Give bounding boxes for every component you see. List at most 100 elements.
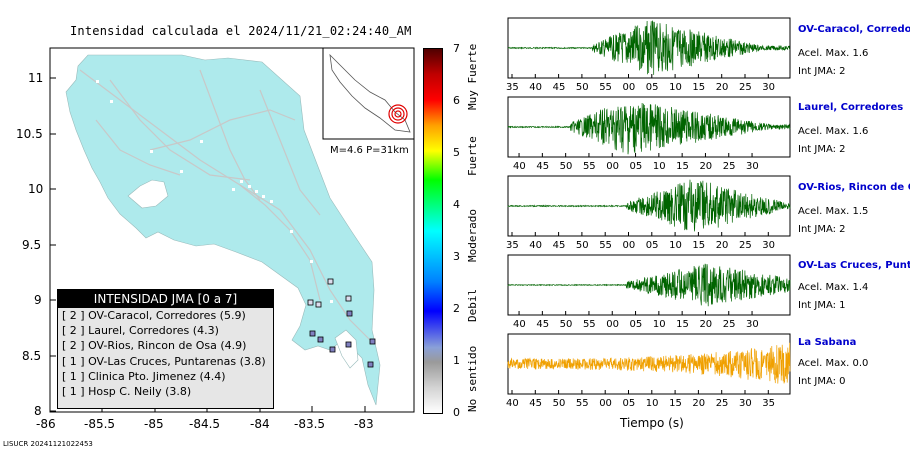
time-tick-label: 00 [623,240,636,251]
time-tick-label: 10 [646,398,659,409]
time-tick-label: 15 [669,398,682,409]
colorbar-tick: 4 [453,198,460,211]
time-tick-label: 30 [746,319,759,330]
legend-row: [ 2 ] Laurel, Corredores (4.3) [62,324,219,338]
time-tick-label: 20 [692,398,705,409]
colorbar-tick: 3 [453,250,460,263]
x-tick-label: -86 [36,417,56,431]
time-tick-label: 15 [676,319,689,330]
inset-label: M=4.6 P=31km [330,145,409,156]
colorbar-tick: 7 [453,42,460,55]
time-tick-label: 55 [599,240,612,251]
waveform-trace [507,179,791,232]
time-tick-label: 20 [699,319,712,330]
legend-row: [ 2 ] OV-Rios, Rincon de Osa (4.9) [62,339,247,353]
time-tick-label: 50 [576,240,589,251]
y-tick-label: 9 [34,293,42,307]
time-tick-label: 45 [536,319,549,330]
x-tick-label: -85 [144,417,164,431]
time-tick-label: 55 [583,161,596,172]
station-acel: Acel. Max. 1.6 [798,48,869,59]
legend-row: [ 2 ] OV-Caracol, Corredores (5.9) [62,309,246,322]
time-tick-label: 15 [692,240,705,251]
inset-coastline [329,53,411,133]
time-axis-label: Tiempo (s) [620,416,684,430]
time-tick-label: 10 [669,82,682,93]
time-tick-label: 00 [623,82,636,93]
land-costa-rica [65,54,381,406]
legend-header: INTENSIDAD JMA [0 a 7] [58,290,273,308]
time-tick-label: 40 [506,398,519,409]
waveform-panels: 35 40 45 50 55 00 05 10 15 20 25 30 40 45 50 55 00 05 10 15… [506,17,791,409]
time-tick-label: 45 [553,82,566,93]
time-tick-label: 50 [560,319,573,330]
time-tick-label: 20 [716,240,729,251]
time-tick-label: 25 [739,240,752,251]
time-tick-label: 05 [646,240,659,251]
time-tick-label: 15 [692,82,705,93]
time-tick-label: 35 [762,398,775,409]
y-tick-label: 9.5 [22,238,41,252]
colorbar-label-muy-fuerte: Muy Fuerte [466,43,479,110]
x-tick-label: -84.5 [189,417,220,431]
station-acel: Acel. Max. 1.6 [798,126,869,137]
station-name: OV-Caracol, Corredore [798,24,910,35]
x-tick-label: -83 [354,417,374,431]
map-axis-labels: -86 -85.5 -85 -84.5 -84 -83.5 -83 11 10.… [16,71,374,431]
station-int: Int JMA: 2 [798,66,846,77]
colorbar-tick: 5 [453,146,460,159]
waveform-trace [507,102,791,155]
colorbar-label-debil: Debil [466,288,479,322]
station-acel: Acel. Max. 0.0 [798,358,869,369]
time-tick-label: 00 [606,319,619,330]
waveform-trace [507,20,791,75]
time-tick-label: 10 [653,161,666,172]
time-tick-label: 00 [606,161,619,172]
legend-row: [ 1 ] Hosp C. Neily (3.8) [62,385,192,399]
town-markers [96,80,333,303]
time-tick-label: 20 [699,161,712,172]
station-name: OV-Las Cruces, Puntar [798,260,910,271]
station-int: Int JMA: 2 [798,144,846,155]
time-tick-label: 15 [676,161,689,172]
station-name: Laurel, Corredores [798,102,904,113]
time-tick-label: 50 [553,398,566,409]
time-tick-label: 35 [506,240,519,251]
legend-row: [ 1 ] OV-Las Cruces, Puntarenas (3.8) [62,354,266,368]
time-tick-label: 45 [529,398,542,409]
y-tick-label: 10 [28,182,43,196]
time-tick-label: 55 [583,319,596,330]
y-tick-label: 8 [34,404,42,418]
x-tick-label: -84 [250,417,270,431]
epicenter-marker [388,104,408,124]
x-tick-label: -85.5 [84,417,115,431]
time-tick-label: 55 [599,82,612,93]
waveform-trace [507,342,791,384]
time-tick-label: 25 [723,161,736,172]
footer-id: LISUCR 20241121022453 [3,440,93,448]
y-tick-label: 11 [28,71,43,85]
intensity-colorbar [423,48,443,414]
colorbar-label-moderado: Moderado [466,209,479,262]
time-tick-label: 05 [630,161,643,172]
station-acel: Acel. Max. 1.5 [798,206,869,217]
colorbar-label-fuerte: Fuerte [466,136,479,176]
time-tick-label: 00 [599,398,612,409]
waveform-trace [507,263,791,307]
station-name: OV-Rios, Rincon de Os [798,182,910,193]
colorbar-tick: 2 [453,302,460,315]
station-acel: Acel. Max. 1.4 [798,282,869,293]
station-int: Int JMA: 1 [798,300,846,311]
station-int: Int JMA: 0 [798,376,846,387]
time-tick-label: 05 [646,82,659,93]
time-tick-label: 35 [506,82,519,93]
colorbar-tick: 1 [453,354,460,367]
y-tick-label: 8.5 [22,349,41,363]
time-tick-label: 05 [630,319,643,330]
time-tick-label: 30 [739,398,752,409]
time-tick-label: 50 [560,161,573,172]
time-tick-label: 30 [762,82,775,93]
x-tick-label: -83.5 [294,417,325,431]
time-tick-label: 05 [623,398,636,409]
